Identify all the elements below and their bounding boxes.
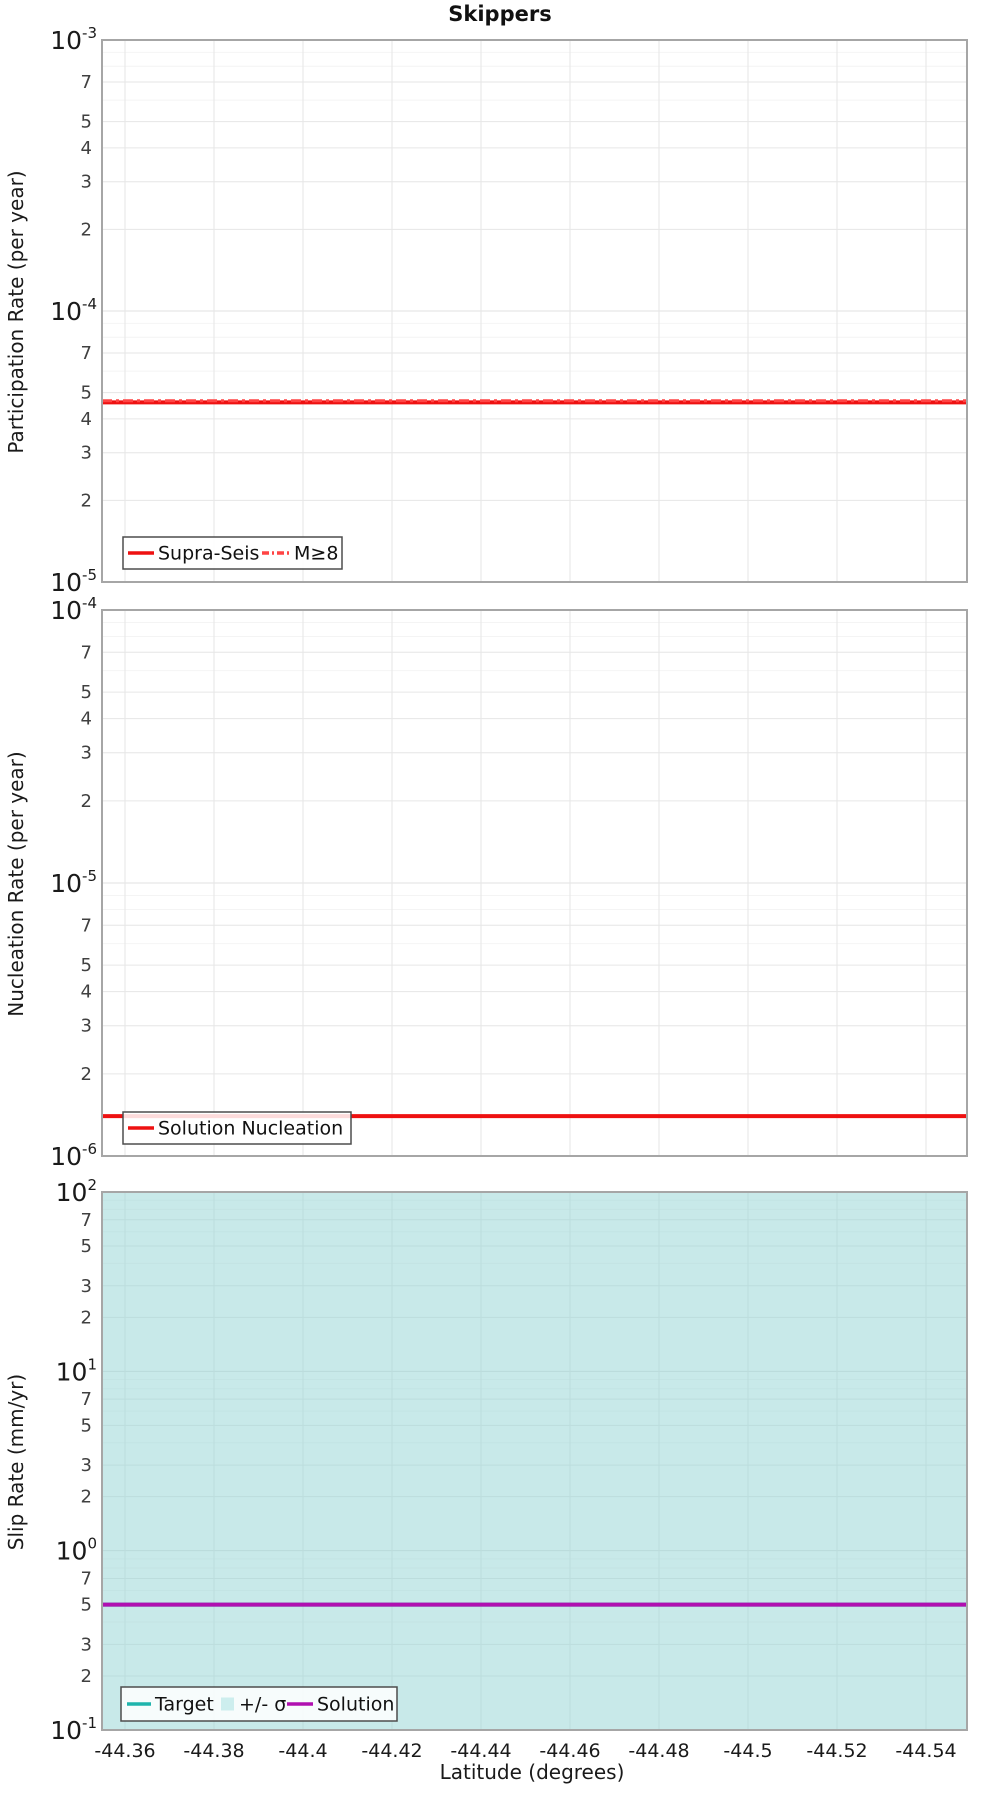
y-tick-label: 5 bbox=[81, 383, 92, 404]
x-tick-label: -44.38 bbox=[183, 1740, 244, 1762]
y-tick-label: 3 bbox=[81, 443, 92, 464]
y-tick-label: 7 bbox=[81, 72, 92, 93]
plot-border bbox=[101, 609, 968, 1157]
y-tick-label: 5 bbox=[81, 1236, 92, 1257]
y-tick-label: 5 bbox=[81, 112, 92, 133]
plot-border bbox=[101, 1191, 968, 1731]
legend-label: Supra-Seis bbox=[158, 543, 259, 565]
y-tick-label: 3 bbox=[81, 1276, 92, 1297]
legend-label: Solution Nucleation bbox=[158, 1118, 343, 1140]
y-decade-label: 10-5 bbox=[50, 867, 97, 898]
x-axis-label: Latitude (degrees) bbox=[439, 1760, 625, 1784]
y-tick-label: 2 bbox=[81, 1487, 92, 1508]
y-tick-label: 7 bbox=[81, 642, 92, 663]
y-tick-label: 3 bbox=[81, 1455, 92, 1476]
y-tick-label: 3 bbox=[81, 1634, 92, 1655]
y-tick-label: 7 bbox=[81, 343, 92, 364]
y-tick-label: 2 bbox=[81, 490, 92, 511]
nucleation-legend: Solution Nucleation bbox=[122, 1111, 352, 1145]
y-tick-label: 7 bbox=[81, 1389, 92, 1410]
x-tick-label: -44.36 bbox=[94, 1740, 155, 1762]
y-decade-label: 102 bbox=[56, 1176, 97, 1207]
y-tick-label: 2 bbox=[81, 791, 92, 812]
y-tick-label: 7 bbox=[81, 915, 92, 936]
y-tick-label: 4 bbox=[81, 138, 92, 159]
y-decade-label: 10-4 bbox=[50, 295, 97, 326]
y-tick-label: 5 bbox=[81, 955, 92, 976]
y-decade-label: 10-6 bbox=[50, 1140, 97, 1171]
slip-rate-legend: Target +/- σ Solution bbox=[120, 1686, 398, 1722]
y-tick-label: 2 bbox=[81, 1666, 92, 1687]
legend-patch-swatch bbox=[221, 1697, 234, 1711]
y-decade-label: 101 bbox=[56, 1355, 97, 1386]
participation-chart: 10-3 10-4 10-5 7 5 4 3 2 7 5 4 3 2 Supra-Seis M≥8 bbox=[50, 24, 968, 597]
x-tick-label: -44.44 bbox=[450, 1740, 511, 1762]
y-decade-label: 10-3 bbox=[50, 24, 97, 55]
legend-label: Solution bbox=[317, 1694, 394, 1716]
y-tick-label: 5 bbox=[81, 1595, 92, 1616]
legend-label: +/- σ bbox=[239, 1694, 286, 1716]
y-tick-label: 2 bbox=[81, 1064, 92, 1085]
legend-label: M≥8 bbox=[294, 543, 338, 565]
nucleation-chart: 10-4 10-5 10-6 7 5 4 3 2 7 5 4 3 2 Solution Nucleatio… bbox=[50, 594, 968, 1171]
x-tick-label: -44.46 bbox=[539, 1740, 600, 1762]
y-tick-label: 3 bbox=[81, 743, 92, 764]
x-tick-label: -44.4 bbox=[278, 1740, 327, 1762]
x-tick-label: -44.5 bbox=[723, 1740, 772, 1762]
y-tick-label: 4 bbox=[81, 709, 92, 730]
x-tick-label: -44.52 bbox=[806, 1740, 867, 1762]
x-tick-label: -44.54 bbox=[895, 1740, 956, 1762]
y-tick-label: 2 bbox=[81, 1307, 92, 1328]
legend-label: Target bbox=[154, 1694, 214, 1716]
y-tick-label: 3 bbox=[81, 1016, 92, 1037]
y-tick-label: 4 bbox=[81, 982, 92, 1003]
x-tick-label: -44.42 bbox=[361, 1740, 422, 1762]
y-decade-label: 10-4 bbox=[50, 594, 97, 625]
y-decade-label: 10-1 bbox=[50, 1714, 97, 1745]
y-tick-label: 7 bbox=[81, 1568, 92, 1589]
slip-rate-chart: 102 101 100 10-1 7 5 3 2 7 5 3 2 7 5 3 2 -44.36 -44.38 -44… bbox=[50, 1176, 968, 1762]
participation-legend: Supra-Seis M≥8 bbox=[122, 536, 343, 570]
sigma-band bbox=[102, 1192, 967, 1730]
y-decade-label: 100 bbox=[56, 1535, 97, 1566]
plot-border bbox=[101, 39, 968, 583]
chart-title: Skippers bbox=[448, 2, 552, 26]
y-tick-label: 5 bbox=[81, 1415, 92, 1436]
y-tick-label: 3 bbox=[81, 172, 92, 193]
y-tick-label: 2 bbox=[81, 219, 92, 240]
x-tick-label: -44.48 bbox=[628, 1740, 689, 1762]
y-decade-label: 10-5 bbox=[50, 566, 97, 597]
y-tick-label: 4 bbox=[81, 409, 92, 430]
y-tick-label: 7 bbox=[81, 1210, 92, 1231]
y-tick-label: 5 bbox=[81, 682, 92, 703]
